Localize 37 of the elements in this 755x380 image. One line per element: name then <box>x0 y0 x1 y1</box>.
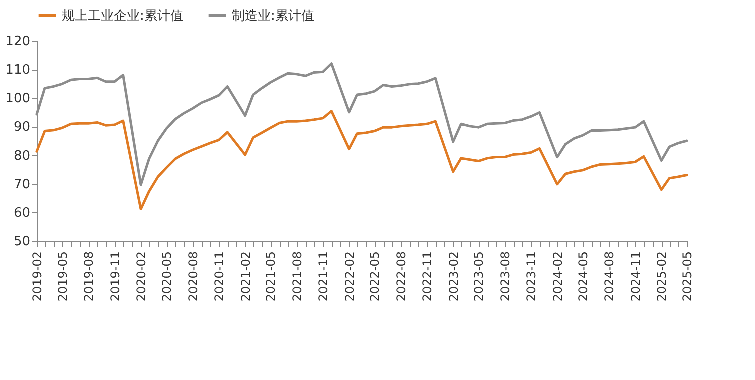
x-tick-label: 2024-02 <box>550 252 565 302</box>
x-tick-label: 2021-08 <box>290 252 304 302</box>
x-tick-label: 2019-05 <box>56 252 70 302</box>
y-tick-label: 50 <box>14 234 30 250</box>
legend-label: 制造业:累计值 <box>232 8 314 24</box>
x-tick-label: 2022-05 <box>368 252 382 302</box>
x-tick-label: 2022-02 <box>342 252 357 302</box>
x-tick-label: 2022-11 <box>420 252 435 302</box>
x-tick-label: 2020-02 <box>134 252 149 302</box>
legend-label: 规上工业企业:累计值 <box>62 8 184 24</box>
x-tick-label: 2020-05 <box>160 252 174 302</box>
x-tick-label: 2020-08 <box>186 252 200 302</box>
x-tick-label: 2024-08 <box>602 252 617 302</box>
x-tick-label: 2021-11 <box>316 252 331 302</box>
x-tick-label: 2022-08 <box>394 252 408 302</box>
y-tick-label: 110 <box>6 63 30 78</box>
y-tick-label: 100 <box>6 92 30 107</box>
y-tick-label: 80 <box>14 148 30 164</box>
x-tick-label: 2025-02 <box>655 252 670 302</box>
x-tick-label: 2021-05 <box>264 252 278 302</box>
x-tick-label: 2019-11 <box>108 252 122 302</box>
y-tick-label: 90 <box>14 120 30 136</box>
x-tick-label: 2023-05 <box>472 252 486 302</box>
y-tick-label: 70 <box>14 177 30 192</box>
x-tick-label: 2025-05 <box>680 252 694 302</box>
x-tick-label: 2024-11 <box>628 252 643 302</box>
x-tick-label: 2019-08 <box>82 252 96 302</box>
x-tick-label: 2020-11 <box>212 252 227 302</box>
x-tick-label: 2024-05 <box>576 252 590 302</box>
y-tick-label: 60 <box>14 206 30 221</box>
y-tick-label: 120 <box>6 34 30 50</box>
line-series <box>36 110 688 211</box>
x-tick-label: 2023-08 <box>498 252 512 302</box>
x-tick-label: 2019-02 <box>30 252 44 302</box>
x-tick-label: 2023-02 <box>446 252 461 302</box>
x-tick-label: 2023-11 <box>524 252 539 302</box>
x-tick-label: 2021-02 <box>238 252 253 302</box>
